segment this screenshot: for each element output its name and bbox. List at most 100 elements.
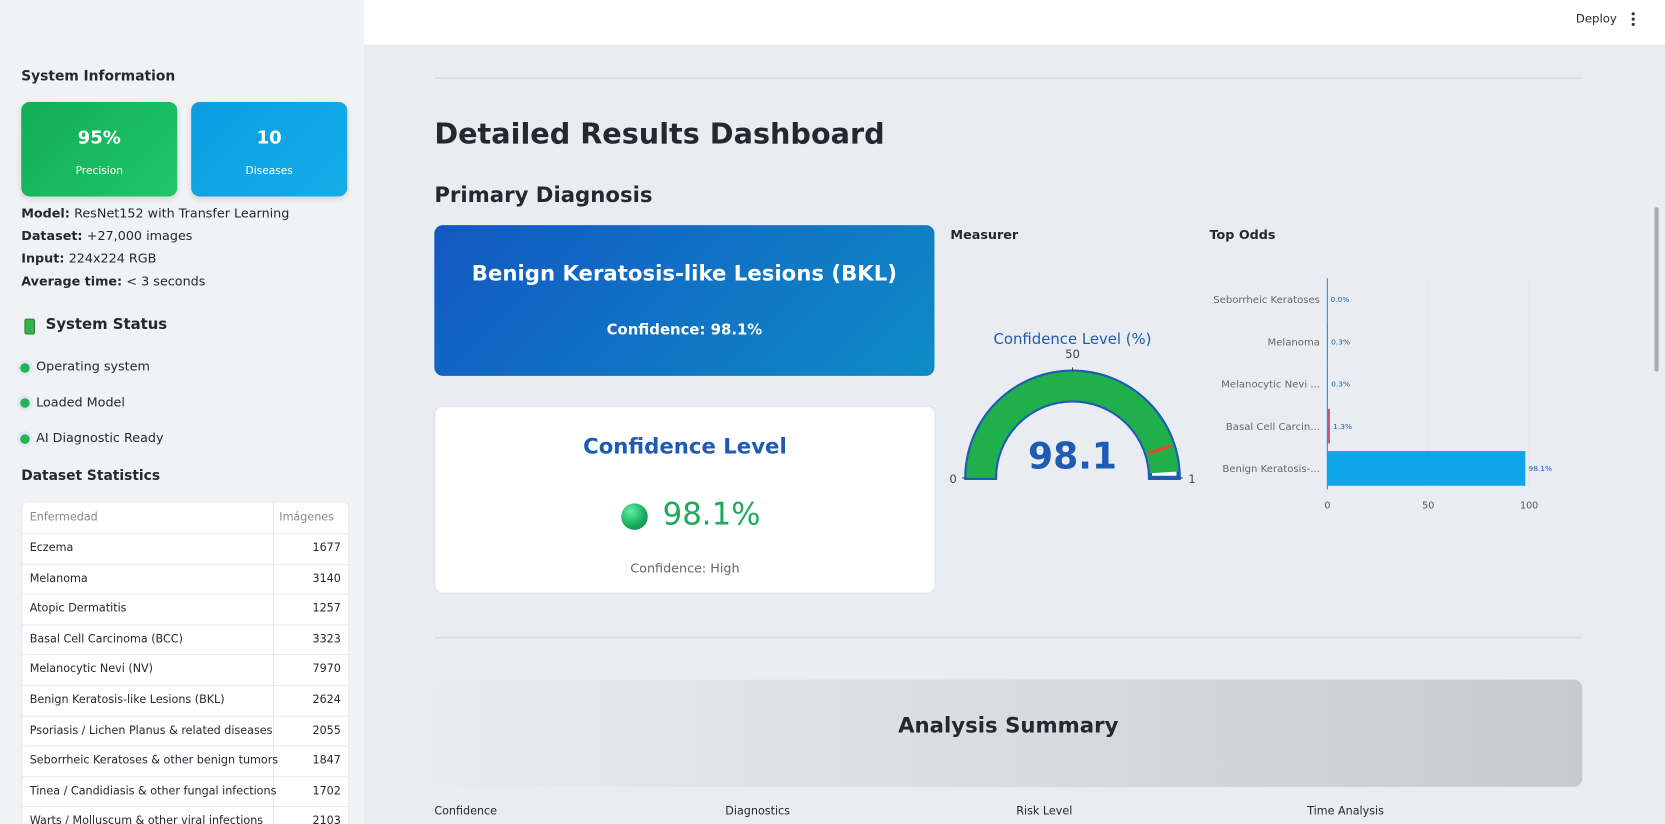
detail-key: Input: [21,251,65,266]
divider [434,637,1583,639]
table-row: Melanocytic Nevi (NV) 7970 [22,654,349,686]
panel-label: Top Odds [1209,227,1276,243]
section-title: Primary Diagnosis [434,181,653,208]
section-title: System Status [45,316,168,334]
y-tick-label: Basal Cell Carcin... [1226,422,1320,433]
gauge-bar [966,371,1179,478]
cell: Warts / Molluscum & other viral infectio… [29,814,264,824]
summary-column-label: Time Analysis [1307,804,1384,818]
bar [1327,451,1526,486]
confidence-card: Confidence Level 98.1% Confidence: High [434,405,936,594]
detail-key: Dataset: [21,228,83,244]
cell: 2624 [312,693,341,707]
table-row: Psoriasis / Lichen Planus & related dise… [22,715,349,746]
cell: Seborrheic Keratoses & other benign tumo… [29,754,279,767]
x-tick-label: 100 [1520,501,1538,512]
status-item: AI Diagnostic Ready [36,430,164,446]
divider [434,77,1583,79]
cell: 1257 [312,602,341,616]
header: Deploy [364,0,1665,45]
table-row: Atopic Dermatitis 1257 [22,593,349,625]
gauge-tick-label: 0 [949,472,956,486]
confidence-value: 98.1% [662,495,761,533]
cell: 1702 [312,784,341,798]
cell: 1847 [312,754,341,767]
cell: Atopic Dermatitis [29,602,127,616]
cell: 3140 [312,571,341,585]
detail-line: Average time: < 3 seconds [21,274,205,289]
cell: 3323 [312,632,341,646]
cell: Melanoma [29,571,88,585]
status-dot [20,434,30,444]
detail-value: +27,000 images [86,228,193,244]
deploy-button[interactable]: Deploy [1575,11,1617,26]
diagnosis-card: Benign Keratosis-like Lesions (BKL) Conf… [434,225,935,376]
table-row: Benign Keratosis-like Lesions (BKL) 2624 [22,684,349,716]
cell: Melanocytic Nevi (NV) [29,663,154,676]
summary-title: Analysis Summary [898,712,1119,739]
gauge-chart: Confidence Level (%) 0 50 100 98.1 [949,330,1194,486]
metric-label: Diseases [245,165,293,178]
gauge-tick-label: 50 [1065,347,1080,361]
value-label: 0.0% [1331,295,1350,304]
status-item: Operating system [36,358,150,374]
cell: 1677 [312,541,341,555]
section-title: Dataset Statistics [21,468,161,485]
status-dot [20,398,30,408]
summary-banner: Analysis Summary [434,679,1583,787]
summary-column-label: Confidence [434,804,498,818]
metric-value: 10 [256,127,282,149]
summary-column-label: Risk Level [1016,804,1073,818]
menu-button[interactable] [1629,11,1637,28]
confidence-indicator [621,503,648,530]
value-label: 0.3% [1331,380,1350,389]
cell: 2055 [312,723,341,737]
y-tick-label: Seborrheic Keratoses [1213,295,1320,306]
detail-value: < 3 seconds [126,273,206,289]
value-label: 1.3% [1333,422,1352,431]
status-dot [20,362,30,373]
detail-line: Dataset: +27,000 images [21,229,192,244]
cell: Basal Cell Carcinoma (BCC) [29,632,183,646]
cell: 7970 [312,663,341,676]
detail-value: ResNet152 with Transfer Learning [74,206,290,221]
value-label: 98.1% [1528,464,1552,473]
panel-label: Measurer [950,227,1019,243]
column-header: Enfermedad [29,510,98,524]
dataset-table: Enfermedad Imágenes Eczema 1677 Melanoma 3140… [21,501,350,824]
summary-column-label: Diagnostics [725,804,790,818]
y-tick-label: Melanoma [1268,337,1320,348]
column-header: Imágenes [279,510,334,524]
cell: Psoriasis / Lichen Planus & related dise… [29,723,273,737]
metric-card: 95% Precision [21,101,178,197]
cell: Eczema [29,541,74,555]
table-row: Melanoma 3140 [22,563,349,594]
detail-line: Model: ResNet152 with Transfer Learning [21,206,289,221]
bar [1327,408,1330,444]
y-tick-label: Melanocytic Nevi ... [1221,380,1320,391]
confidence-title: Confidence Level [583,433,787,459]
table-row: Eczema 1677 [22,533,349,564]
y-tick-label: Benign Keratosis-... [1222,464,1320,475]
metric-value: 95% [77,127,121,149]
table-row: Warts / Molluscum & other viral infectio… [22,806,349,824]
metric-label: Precision [75,165,123,178]
gauge-value: 98.1 [1028,434,1117,477]
table-row: Basal Cell Carcinoma (BCC) 3323 [22,624,349,655]
detail-line: Input: 224x224 RGB [21,251,156,266]
metric-card: 10 Diseases [191,101,348,197]
scrollbar[interactable] [1654,207,1659,372]
confidence-note: Confidence: High [630,560,740,576]
status-icon [24,318,36,335]
cell: Benign Keratosis-like Lesions (BKL) [29,693,225,707]
table-row: Tinea / Candidiasis & other fungal infec… [22,776,349,807]
sidebar: System Information 95% Precision 10 Dise… [0,0,365,824]
x-tick-label: 0 [1324,501,1330,512]
table-row: Seborrheic Keratoses & other benign tumo… [22,745,349,777]
x-tick-label: 50 [1422,501,1434,512]
cell: 2103 [312,814,341,824]
detail-value: 224x224 RGB [68,251,157,266]
detail-key: Average time: [21,273,123,289]
